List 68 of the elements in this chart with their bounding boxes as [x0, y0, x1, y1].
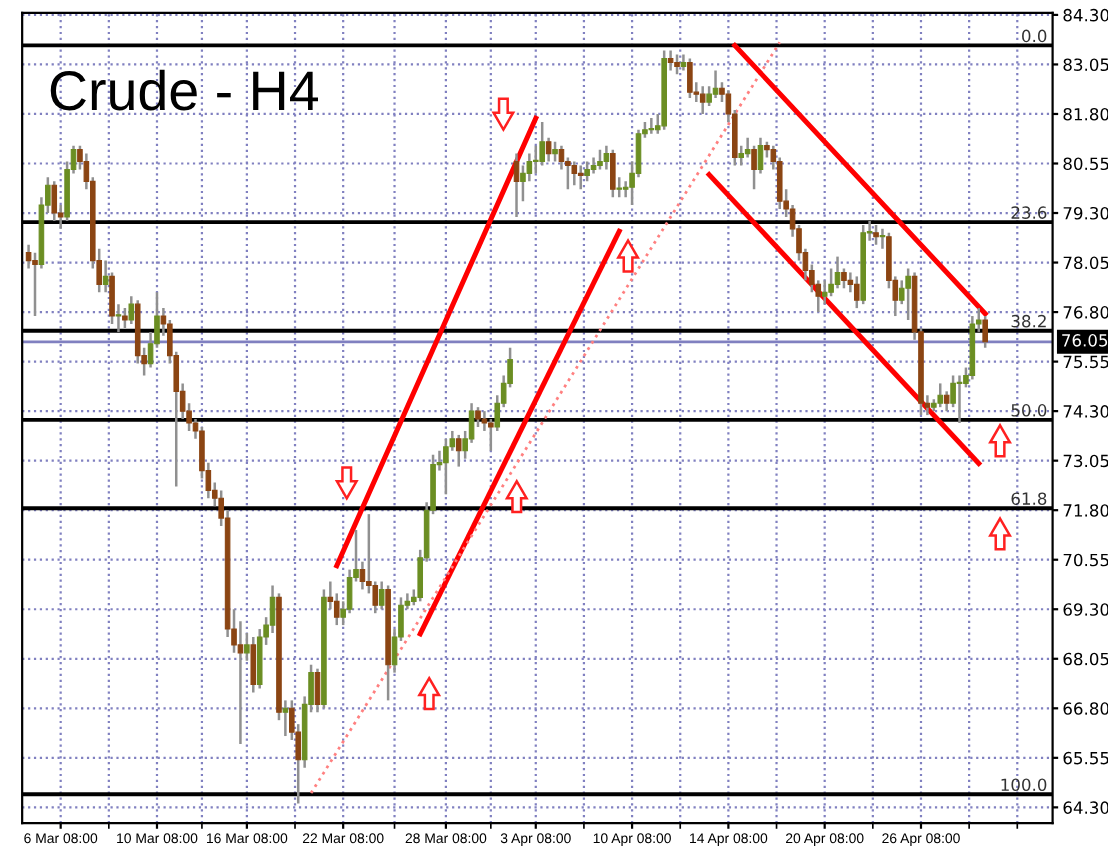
candlestick	[943, 390, 950, 413]
y-tick-label: 81.80	[1063, 107, 1108, 121]
y-tick-label: 68.05	[1063, 652, 1108, 666]
y-tick-label: 70.55	[1063, 553, 1108, 567]
candlestick	[552, 140, 558, 163]
candlestick	[834, 255, 841, 290]
annotation: 50.0	[1011, 404, 1047, 417]
candlestick	[841, 267, 847, 290]
candlestick	[699, 84, 706, 116]
annotation: 61.8	[1011, 492, 1047, 505]
y-tick-label: 66.80	[1063, 702, 1108, 715]
candlestick	[937, 382, 944, 409]
candlestick	[687, 57, 693, 100]
candlestick	[577, 164, 584, 191]
candlestick	[603, 144, 610, 171]
y-tick-label: 80.55	[1063, 157, 1108, 171]
y-tick-label: 73.05	[1063, 454, 1108, 468]
annotation: 0.0	[1022, 29, 1047, 43]
y-tick-label: 71.80	[1063, 504, 1108, 517]
candlestick	[282, 699, 289, 738]
y-tick-label: 78.05	[1063, 256, 1108, 270]
candlestick	[712, 69, 719, 100]
candlestick	[738, 144, 745, 167]
candlestick	[667, 49, 674, 72]
candlestick	[51, 180, 58, 223]
candlestick	[539, 120, 545, 167]
candlestick	[744, 136, 751, 159]
y-tick-label: 75.55	[1063, 355, 1108, 369]
candlestick	[32, 251, 38, 318]
candlestick	[378, 580, 385, 611]
candlestick	[571, 160, 578, 187]
candlestick	[610, 148, 616, 199]
candlestick	[443, 437, 449, 496]
candlestick	[982, 314, 988, 349]
candlestick	[115, 302, 122, 334]
candlestick	[616, 176, 623, 199]
candlestick	[250, 635, 257, 694]
candlestick	[488, 417, 494, 453]
candlestick	[102, 259, 109, 294]
candlestick	[584, 160, 590, 183]
y-tick-label: 79.30	[1063, 206, 1108, 220]
candlestick	[122, 306, 128, 330]
candlestick	[545, 136, 552, 163]
candlestick	[532, 144, 539, 175]
candlestick	[455, 433, 462, 468]
y-tick-label: 64.30	[1063, 801, 1108, 814]
annotation: 100.0	[1001, 778, 1047, 792]
ref-line-label: 76.05	[1062, 334, 1108, 347]
annotation: 38.2	[1011, 314, 1046, 328]
candlestick	[314, 667, 321, 714]
candlestick	[513, 152, 520, 219]
y-tick-label: 65.55	[1063, 751, 1108, 765]
y-tick-label: 69.30	[1063, 603, 1108, 616]
y-tick-label: 83.05	[1063, 58, 1108, 72]
annotation: 23.6	[1011, 206, 1047, 219]
candlestick	[873, 223, 879, 246]
candlestick	[475, 405, 481, 429]
y-tick-label: 76.80	[1063, 306, 1108, 319]
candlestick	[674, 53, 680, 76]
candlestick	[648, 116, 655, 136]
candlestick	[751, 144, 757, 191]
y-tick-label: 84.30	[1063, 8, 1108, 22]
candlestick	[244, 631, 250, 663]
text: Crude - H4	[50, 69, 318, 111]
candlestick	[597, 148, 603, 171]
candlestick	[905, 267, 911, 322]
y-tick-label: 74.30	[1063, 405, 1108, 418]
candlestick	[853, 275, 860, 310]
